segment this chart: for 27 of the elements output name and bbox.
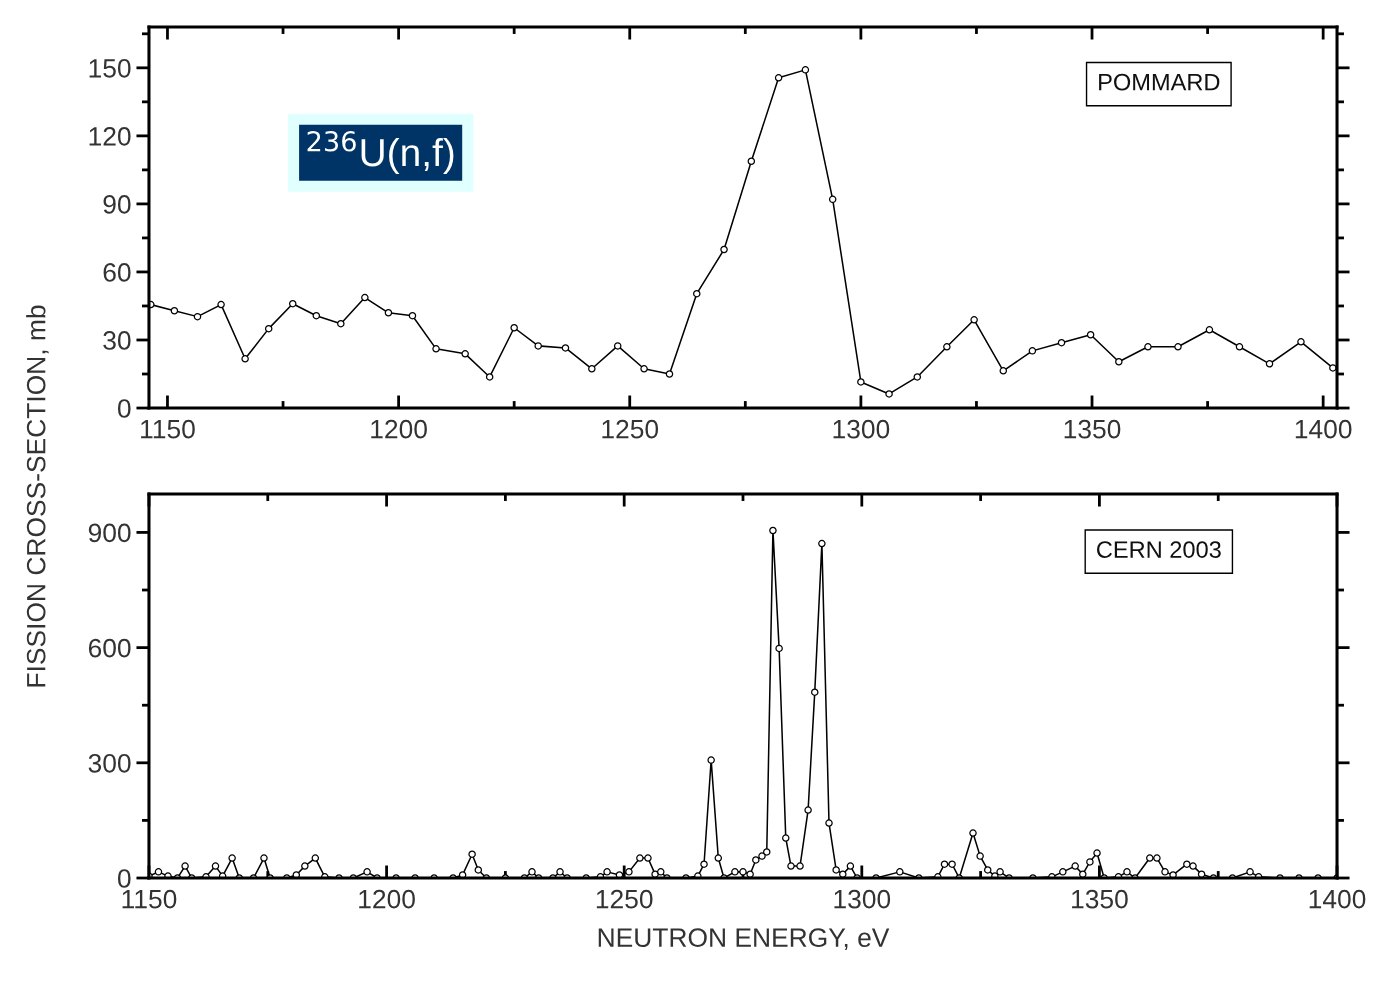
- x-tick-label: 1200: [371, 419, 427, 439]
- x-tick-label: 1250: [602, 419, 659, 439]
- y-tick-label: 0: [117, 399, 131, 418]
- x-tick-label: 1400: [1295, 419, 1352, 439]
- y-tick-label: 90: [103, 195, 131, 214]
- y-tick-label: 300: [88, 753, 131, 773]
- annotation: $^{236}$U(n,f): [307, 130, 454, 175]
- y-tick-label: 150: [89, 58, 131, 78]
- x-axis-title: NEUTRON ENERGY, eV: [598, 928, 890, 951]
- y-tick-label: 120: [89, 127, 131, 146]
- y-tick-label: 0: [117, 869, 131, 888]
- x-tick-label: 1300: [834, 889, 891, 909]
- y-tick-label: 60: [103, 263, 131, 282]
- annotation: CERN 2003: [1097, 541, 1221, 558]
- y-tick-label: 30: [103, 331, 131, 350]
- y-axis-title: FISSION CROSS-SECTION, mb: [26, 305, 49, 687]
- x-tick-label: 1250: [596, 889, 653, 909]
- y-tick-label: 900: [88, 523, 131, 543]
- x-tick-label: 1200: [359, 889, 415, 909]
- x-tick-label: 1150: [141, 419, 195, 439]
- x-tick-label: 1350: [1064, 419, 1121, 439]
- x-tick-label: 1350: [1072, 889, 1128, 909]
- y-tick-label: 600: [88, 638, 131, 658]
- x-tick-label: 1400: [1309, 889, 1366, 909]
- x-tick-label: 1300: [833, 419, 890, 439]
- annotation: POMMARD: [1099, 73, 1220, 91]
- x-tick-label: 1150: [122, 889, 177, 909]
